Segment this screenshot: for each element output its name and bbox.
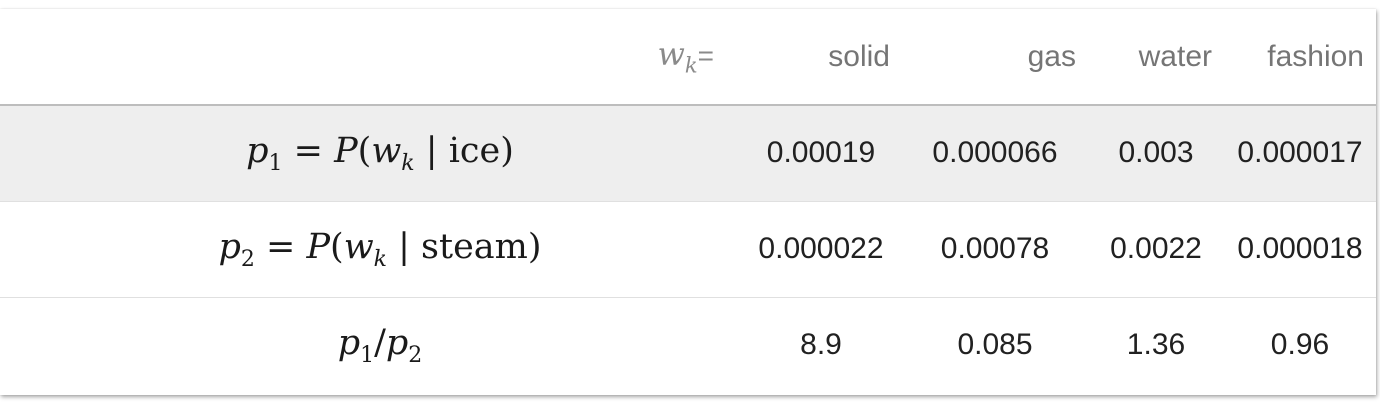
table-cell: 0.000022	[758, 232, 884, 265]
table-cell: 0.96	[1270, 328, 1330, 362]
column-header-water: water	[1138, 39, 1212, 73]
probability-ratio-table: wk= solid gas water fashion p1 = P(wk | …	[0, 9, 1376, 393]
table-cell: 1.36	[1126, 328, 1186, 362]
table-cell: 0.000017	[1237, 136, 1363, 170]
table-row-p1: p1 = P(wk | ice) 0.00019 0.000066 0.003 …	[0, 105, 1376, 201]
table-cell: 0.00078	[940, 232, 1050, 265]
header-row: wk= solid gas water fashion	[0, 9, 1376, 105]
row-label-p1: p1 = P(wk | ice)	[246, 130, 514, 176]
table-cell: 0.00019	[766, 136, 876, 170]
probability-ratio-table-frame: wk= solid gas water fashion p1 = P(wk | …	[0, 9, 1376, 395]
table-cell: 0.000018	[1237, 232, 1363, 265]
table-cell: 0.085	[957, 328, 1033, 362]
table-row-ratio: p1/p2 8.9 0.085 1.36 0.96	[0, 297, 1376, 393]
table-cell: 0.003	[1118, 136, 1194, 170]
table-cell: 0.0022	[1110, 232, 1202, 265]
wk-header-label: wk=	[657, 35, 714, 78]
column-header-solid: solid	[828, 39, 890, 73]
column-header-gas: gas	[1027, 39, 1076, 73]
table-cell: 8.9	[800, 328, 842, 362]
row-label-p2: p2 = P(wk | steam)	[218, 226, 542, 272]
table-cell: 0.000066	[932, 136, 1058, 170]
row-label-ratio: p1/p2	[337, 322, 423, 368]
column-header-fashion: fashion	[1267, 39, 1364, 73]
table-row-p2: p2 = P(wk | steam) 0.000022 0.00078 0.00…	[0, 201, 1376, 297]
